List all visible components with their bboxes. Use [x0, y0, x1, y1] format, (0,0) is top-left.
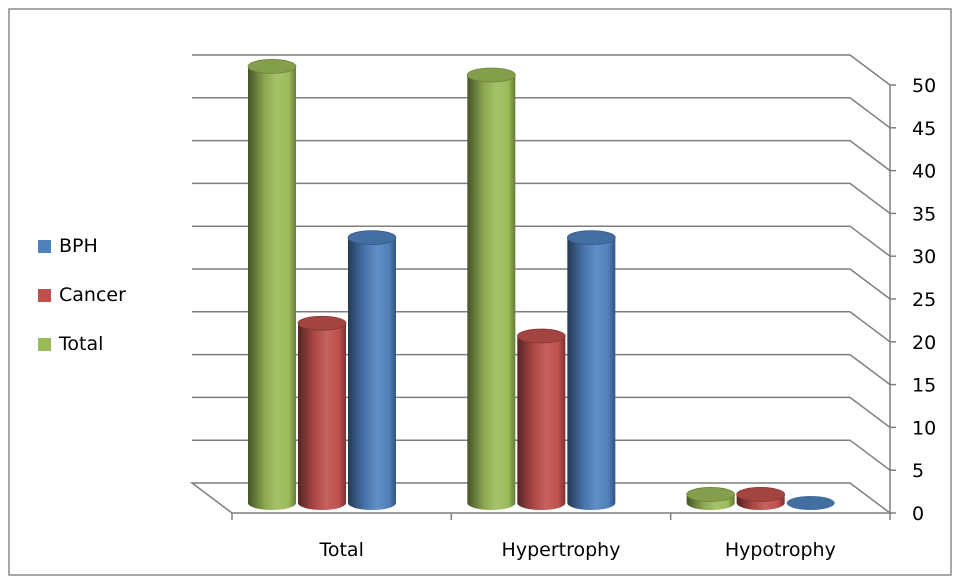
legend-label: Total [58, 333, 103, 355]
gridline [192, 225, 891, 257]
y-tick-label: 15 [912, 375, 936, 397]
y-tick-label: 0 [912, 503, 924, 525]
gridline [192, 54, 891, 86]
bar-body [348, 237, 396, 510]
x-category-label: Total [318, 539, 363, 561]
y-tick-label: 45 [912, 118, 936, 140]
legend-swatch [38, 240, 51, 253]
bar-cancer-total [297, 315, 347, 510]
y-tick-label: 5 [912, 460, 924, 482]
bar-top [786, 496, 835, 510]
legend-item-cancer: Cancer [38, 284, 126, 306]
bar-total-hypertrophy [466, 67, 516, 510]
bar-cancer-hypotrophy [736, 487, 786, 511]
bar-bph-hypertrophy [566, 230, 616, 511]
y-tick-label: 35 [912, 203, 936, 225]
grid-layer [192, 54, 891, 471]
bar-bph-total [347, 230, 397, 510]
legend-item-total: Total [38, 333, 103, 355]
legend-swatch [38, 289, 51, 302]
labels-layer: 0 5 10 15 20 25 30 35 40 45 50 Total Hypertrophy Hypo… [318, 75, 936, 561]
gridline [192, 353, 891, 386]
y-tick-label: 30 [912, 246, 936, 268]
bar-body [248, 66, 296, 510]
bar-top [247, 59, 297, 74]
legend: BPH Cancer Total [38, 235, 126, 355]
y-tick-label: 50 [912, 75, 936, 97]
y-tick-label: 25 [912, 289, 936, 311]
gridline [192, 396, 891, 428]
bar-top [686, 487, 736, 502]
bar-total-total [247, 59, 297, 510]
gridline [192, 182, 891, 214]
y-tick-label: 40 [912, 161, 936, 183]
bar-top [297, 315, 347, 331]
bar-body [467, 75, 516, 510]
gridline [192, 311, 891, 343]
bar-top [736, 487, 786, 502]
y-tick-label: 10 [912, 417, 936, 439]
y-tick-label: 20 [912, 332, 936, 354]
bars-layer [247, 59, 835, 511]
bar-body [567, 237, 616, 511]
gridline [192, 268, 891, 300]
gridline [192, 139, 891, 172]
legend-item-bph: BPH [38, 235, 98, 257]
bar-cancer-hypertrophy [516, 328, 566, 511]
bar-bph-hypotrophy [786, 496, 835, 510]
bar-top [466, 67, 516, 83]
legend-swatch [38, 338, 51, 351]
legend-label: BPH [59, 235, 98, 257]
bar-body [298, 323, 346, 510]
bar-total-hypotrophy [686, 487, 736, 511]
bar-top [566, 230, 616, 246]
bar-top [347, 230, 397, 246]
legend-label: Cancer [59, 284, 126, 306]
bar-body [517, 336, 566, 511]
x-category-label: Hypotrophy [725, 539, 836, 561]
x-category-label: Hypertrophy [502, 539, 621, 561]
gridline [192, 97, 891, 129]
axis-layer [189, 84, 896, 520]
gridline [192, 439, 891, 471]
bar-top [516, 328, 566, 344]
